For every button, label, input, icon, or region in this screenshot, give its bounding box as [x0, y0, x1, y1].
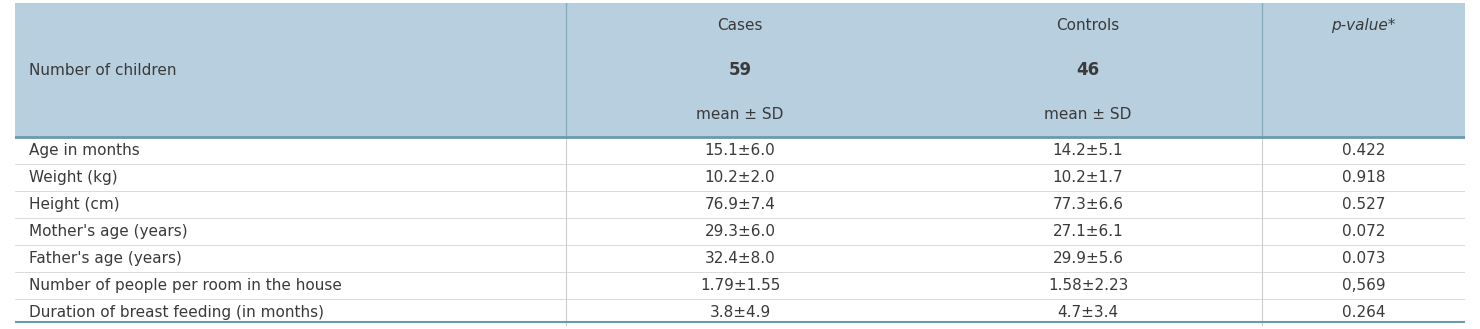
Text: 46: 46 — [1076, 61, 1100, 79]
Text: 15.1±6.0: 15.1±6.0 — [704, 143, 776, 158]
Text: 3.8±4.9: 3.8±4.9 — [709, 305, 771, 320]
Text: Height (cm): Height (cm) — [30, 197, 120, 212]
Text: 0.264: 0.264 — [1342, 305, 1385, 320]
Text: 59: 59 — [728, 61, 752, 79]
Text: 76.9±7.4: 76.9±7.4 — [704, 197, 776, 212]
Text: 77.3±6.6: 77.3±6.6 — [1052, 197, 1123, 212]
Text: 1.79±1.55: 1.79±1.55 — [700, 278, 780, 293]
Text: 0,569: 0,569 — [1342, 278, 1385, 293]
Text: Age in months: Age in months — [30, 143, 141, 158]
Text: 14.2±5.1: 14.2±5.1 — [1052, 143, 1123, 158]
Text: Number of children: Number of children — [30, 63, 176, 78]
FancyBboxPatch shape — [15, 3, 1465, 137]
Text: Controls: Controls — [1057, 18, 1120, 33]
Text: 0.527: 0.527 — [1342, 197, 1385, 212]
Text: 4.7±3.4: 4.7±3.4 — [1058, 305, 1119, 320]
Text: 1.58±2.23: 1.58±2.23 — [1048, 278, 1128, 293]
Text: p-value*: p-value* — [1332, 18, 1396, 33]
Text: mean ± SD: mean ± SD — [696, 107, 784, 122]
Text: Weight (kg): Weight (kg) — [30, 170, 118, 185]
Text: 10.2±1.7: 10.2±1.7 — [1052, 170, 1123, 185]
Text: 29.3±6.0: 29.3±6.0 — [704, 224, 776, 239]
Text: 0.073: 0.073 — [1342, 251, 1385, 266]
Text: 0.072: 0.072 — [1342, 224, 1385, 239]
Text: 10.2±2.0: 10.2±2.0 — [704, 170, 776, 185]
Text: 29.9±5.6: 29.9±5.6 — [1052, 251, 1123, 266]
Text: Duration of breast feeding (in months): Duration of breast feeding (in months) — [30, 305, 324, 320]
Text: 0.422: 0.422 — [1342, 143, 1385, 158]
Text: 27.1±6.1: 27.1±6.1 — [1052, 224, 1123, 239]
Text: Mother's age (years): Mother's age (years) — [30, 224, 188, 239]
Text: Number of people per room in the house: Number of people per room in the house — [30, 278, 342, 293]
Text: mean ± SD: mean ± SD — [1045, 107, 1132, 122]
Text: 32.4±8.0: 32.4±8.0 — [704, 251, 776, 266]
Text: Cases: Cases — [718, 18, 762, 33]
Text: Father's age (years): Father's age (years) — [30, 251, 182, 266]
Text: 0.918: 0.918 — [1342, 170, 1385, 185]
